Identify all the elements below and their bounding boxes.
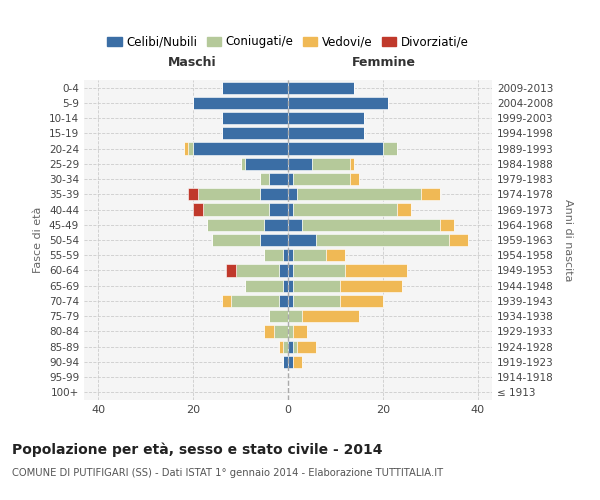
Bar	[350, 158, 355, 170]
Bar	[293, 280, 340, 292]
Bar	[278, 340, 283, 353]
Bar	[449, 234, 468, 246]
Bar	[312, 158, 350, 170]
Bar	[293, 204, 397, 216]
Bar	[288, 82, 355, 94]
Bar	[288, 280, 293, 292]
Bar	[288, 112, 364, 124]
Bar	[326, 249, 345, 262]
Bar	[302, 310, 359, 322]
Bar	[193, 97, 288, 109]
Bar	[269, 310, 288, 322]
Bar	[288, 173, 293, 185]
Bar	[203, 204, 269, 216]
Bar	[293, 249, 326, 262]
Bar	[283, 280, 288, 292]
Bar	[288, 142, 383, 154]
Bar	[278, 264, 288, 276]
Bar	[345, 264, 407, 276]
Bar	[245, 280, 283, 292]
Bar	[278, 295, 288, 307]
Bar	[264, 249, 283, 262]
Bar	[288, 264, 293, 276]
Bar	[288, 340, 293, 353]
Text: Maschi: Maschi	[168, 56, 217, 69]
Bar	[288, 356, 293, 368]
Bar	[283, 340, 288, 353]
Bar	[340, 295, 383, 307]
Bar	[231, 295, 278, 307]
Bar	[340, 280, 402, 292]
Bar	[188, 142, 193, 154]
Bar	[241, 158, 245, 170]
Bar	[288, 310, 302, 322]
Bar	[264, 326, 274, 338]
Bar	[383, 142, 397, 154]
Bar	[269, 204, 288, 216]
Bar	[298, 188, 421, 200]
Bar	[221, 112, 288, 124]
Text: Popolazione per età, sesso e stato civile - 2014: Popolazione per età, sesso e stato civil…	[12, 442, 383, 457]
Bar	[316, 234, 449, 246]
Bar	[293, 340, 298, 353]
Bar	[421, 188, 440, 200]
Bar	[288, 326, 293, 338]
Text: Femmine: Femmine	[352, 56, 416, 69]
Bar	[288, 127, 364, 140]
Text: COMUNE DI PUTIFIGARI (SS) - Dati ISTAT 1° gennaio 2014 - Elaborazione TUTTITALIA: COMUNE DI PUTIFIGARI (SS) - Dati ISTAT 1…	[12, 468, 443, 477]
Bar	[260, 188, 288, 200]
Bar	[260, 234, 288, 246]
Bar	[288, 295, 293, 307]
Bar	[245, 158, 288, 170]
Bar	[283, 356, 288, 368]
Bar	[293, 356, 302, 368]
Legend: Celibi/Nubili, Coniugati/e, Vedovi/e, Divorziati/e: Celibi/Nubili, Coniugati/e, Vedovi/e, Di…	[107, 36, 469, 49]
Bar	[288, 158, 312, 170]
Bar	[283, 249, 288, 262]
Bar	[350, 173, 359, 185]
Bar	[288, 234, 316, 246]
Bar	[221, 295, 231, 307]
Bar	[288, 97, 388, 109]
Bar	[288, 249, 293, 262]
Bar	[221, 82, 288, 94]
Bar	[397, 204, 412, 216]
Bar	[288, 204, 293, 216]
Bar	[440, 218, 454, 231]
Y-axis label: Fasce di età: Fasce di età	[34, 207, 43, 273]
Bar	[288, 188, 298, 200]
Bar	[274, 326, 288, 338]
Bar	[288, 218, 302, 231]
Bar	[293, 264, 345, 276]
Bar	[188, 188, 198, 200]
Bar	[221, 127, 288, 140]
Bar	[236, 264, 278, 276]
Bar	[293, 295, 340, 307]
Bar	[293, 173, 350, 185]
Bar	[193, 142, 288, 154]
Bar	[302, 218, 440, 231]
Y-axis label: Anni di nascita: Anni di nascita	[563, 198, 573, 281]
Bar	[198, 188, 260, 200]
Bar	[298, 340, 316, 353]
Bar	[226, 264, 236, 276]
Bar	[208, 218, 264, 231]
Bar	[212, 234, 260, 246]
Bar	[193, 204, 203, 216]
Bar	[269, 173, 288, 185]
Bar	[293, 326, 307, 338]
Bar	[264, 218, 288, 231]
Bar	[184, 142, 188, 154]
Bar	[260, 173, 269, 185]
